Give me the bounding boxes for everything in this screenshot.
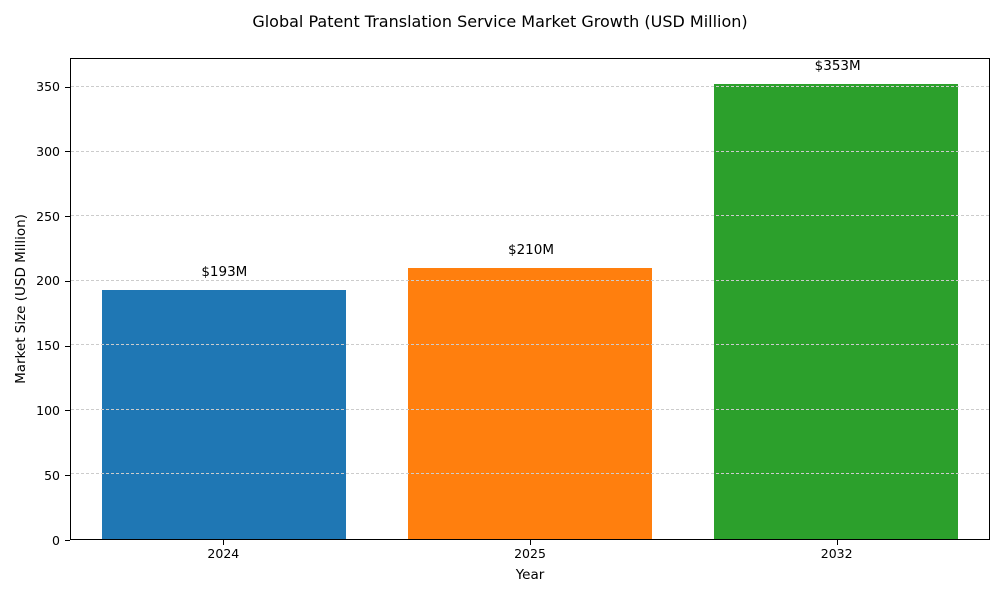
x-tick-label: 2024 <box>207 546 240 561</box>
bar-slot <box>683 59 989 539</box>
y-tick-mark <box>65 345 70 347</box>
y-tick-mark <box>65 475 70 477</box>
chart-title: Global Patent Translation Service Market… <box>252 12 748 31</box>
bar-2025 <box>407 268 653 539</box>
y-tick-mark <box>65 151 70 153</box>
y-tick-label: 100 <box>36 402 60 418</box>
x-tick-mark <box>530 540 531 545</box>
y-tick-label: 300 <box>36 143 60 159</box>
y-tick-label: 200 <box>36 273 60 289</box>
y-tick-label: 50 <box>44 467 60 483</box>
x-tick-mark <box>223 540 225 545</box>
y-tick-mark <box>65 410 70 412</box>
y-tick-label: 0 <box>52 532 60 548</box>
y-tick-label: 250 <box>36 208 60 224</box>
bars-layer <box>71 59 989 539</box>
y-tick-mark <box>65 280 70 282</box>
y-axis-label: Market Size (USD Million) <box>13 214 29 384</box>
x-tick-mark <box>836 540 838 545</box>
bar-slot <box>377 59 683 539</box>
x-axis-label: Year <box>515 567 545 583</box>
y-tick-mark <box>65 86 70 88</box>
x-tick-label: 2032 <box>820 546 853 561</box>
y-tick-label: 150 <box>36 338 60 354</box>
plot-area: $193M $210M $353M <box>70 58 990 540</box>
y-tick-label: 350 <box>36 79 60 94</box>
y-tick-mark <box>65 216 70 218</box>
bar-2024 <box>101 289 347 539</box>
bar-2032 <box>713 83 959 539</box>
y-tick-mark <box>65 540 70 541</box>
bar-slot <box>71 59 377 539</box>
x-tick-label: 2025 <box>514 546 546 561</box>
